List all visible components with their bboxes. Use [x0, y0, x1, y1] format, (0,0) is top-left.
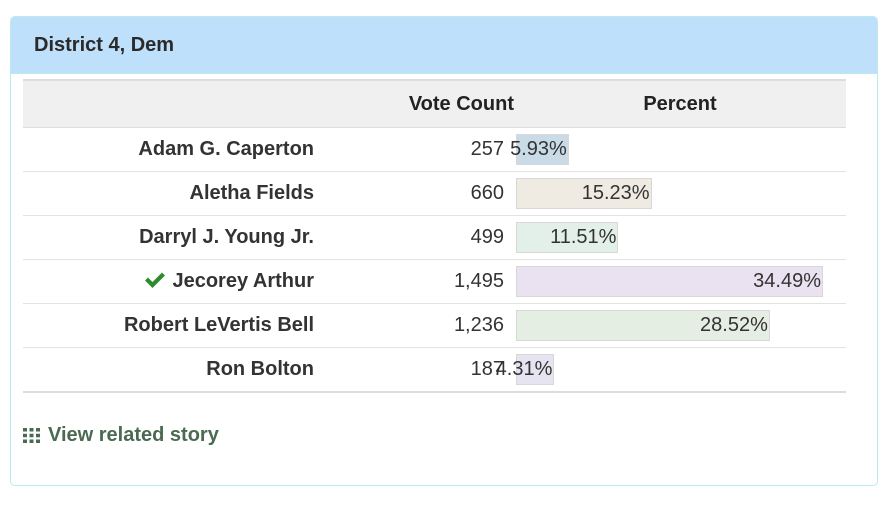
candidate-name-cell: Ron Bolton — [23, 347, 320, 393]
table-row: Jecorey Arthur 1,495 34.49% — [23, 259, 846, 304]
percent-cell: 11.51% — [514, 215, 846, 260]
candidate-name: Aletha Fields — [189, 182, 314, 204]
percent-bar: 28.52% — [516, 310, 770, 341]
header-percent: Percent — [514, 79, 846, 128]
percent-bar: 4.31% — [496, 354, 555, 385]
table-row: Ron Bolton 187 4.31% — [23, 347, 846, 393]
percent-bar: 34.49% — [516, 266, 823, 297]
candidate-name: Robert LeVertis Bell — [123, 314, 314, 336]
table-row: Darryl J. Young Jr. 499 11.51% — [23, 215, 846, 260]
vote-count-cell: 1,495 — [320, 259, 514, 304]
percent-cell: 5.93% — [510, 128, 846, 172]
vote-count-cell: 257 — [470, 138, 504, 160]
candidate-name-cell: Adam G. Caperton — [23, 127, 320, 172]
panel-title: District 4, Dem — [34, 33, 175, 56]
percent-label: 4.31% — [495, 358, 553, 380]
percent-cell: 15.23% — [514, 171, 846, 216]
vote-count-cell: 660 — [320, 171, 514, 216]
vote-count-cell: 1,236 — [320, 303, 514, 348]
percent-label: 34.49% — [753, 270, 821, 292]
percent-cell: 28.52% — [514, 303, 846, 348]
percent-label: 15.23% — [581, 182, 650, 204]
table-row: Robert LeVertis Bell 1,236 28.52% — [23, 303, 846, 348]
table-row: Aletha Fields 660 15.23% — [23, 171, 846, 216]
candidate-name-cell: Robert LeVertis Bell — [23, 303, 320, 348]
percent-cell: 4.31% — [496, 347, 846, 393]
candidate-name-cell: Jecorey Arthur — [23, 259, 320, 304]
candidate-name-cell: Aletha Fields — [23, 171, 320, 216]
candidate-name: Ron Bolton — [206, 358, 314, 380]
percent-label: 28.52% — [700, 314, 768, 336]
panel-heading: District 4, Dem — [11, 17, 877, 74]
percent-bar: 11.51% — [516, 222, 619, 253]
view-related-story-link[interactable]: View related story — [23, 424, 219, 447]
candidate-name: Adam G. Caperton — [138, 138, 314, 160]
percent-bar: 15.23% — [516, 178, 652, 209]
vote-count-cell: 187 — [320, 347, 514, 393]
vote-count-cell: 499 — [320, 215, 514, 260]
results-table: Vote Count Percent Adam G. Caperton 257 5.… — [23, 79, 846, 393]
candidate-name-cell: Darryl J. Young Jr. — [23, 215, 320, 260]
candidate-name: Jecorey Arthur — [172, 270, 314, 292]
table-header-row: Vote Count Percent — [23, 79, 846, 128]
winner-check-icon — [145, 272, 166, 288]
percent-label: 11.51% — [550, 226, 617, 248]
view-related-story-label: View related story — [48, 424, 219, 446]
table-row: Adam G. Caperton 257 5.93% — [23, 127, 846, 172]
percent-bar: 5.93% — [510, 134, 569, 165]
grid-icon — [23, 428, 40, 443]
percent-cell: 34.49% — [514, 259, 846, 304]
percent-label: 5.93% — [510, 138, 567, 160]
header-vote-count: Vote Count — [320, 79, 514, 128]
candidate-name: Darryl J. Young Jr. — [139, 226, 314, 248]
header-candidate — [23, 79, 320, 128]
